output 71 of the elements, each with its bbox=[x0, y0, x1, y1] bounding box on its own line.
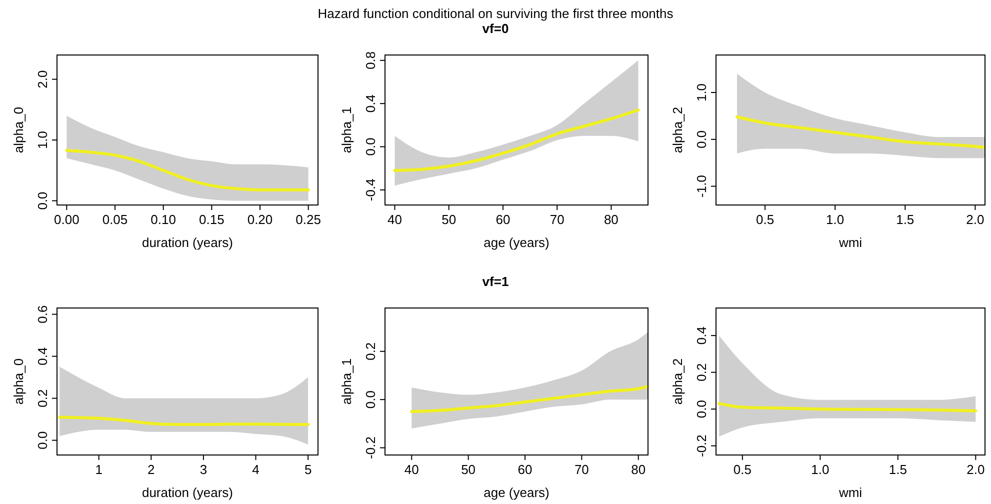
x-tick-label: 60 bbox=[518, 462, 532, 477]
x-tick-label: 50 bbox=[461, 462, 476, 477]
y-tick-label: 0.0 bbox=[35, 192, 50, 210]
y-axis-title: alpha_1 bbox=[339, 106, 354, 154]
x-tick-label: 0.5 bbox=[733, 462, 752, 477]
x-axis-title: wmi bbox=[838, 485, 862, 500]
x-tick-label: 80 bbox=[631, 462, 646, 477]
y-tick-label: -0.2 bbox=[694, 434, 709, 458]
line-series bbox=[393, 108, 640, 172]
y-tick-label: 0.4 bbox=[694, 326, 709, 345]
y-tick-label: 0.4 bbox=[35, 347, 50, 366]
y-tick-label: 0.0 bbox=[694, 400, 709, 418]
y-axis-title: alpha_0 bbox=[11, 106, 26, 154]
line-series bbox=[65, 148, 310, 192]
x-tick-label: 50 bbox=[442, 212, 456, 227]
x-tick-label: 0.5 bbox=[756, 212, 774, 227]
y-tick-label: 0.0 bbox=[694, 130, 709, 148]
y-tick-label: 1.0 bbox=[35, 130, 50, 150]
y-tick-label: 0.2 bbox=[35, 389, 50, 408]
line-series bbox=[58, 416, 310, 426]
chart-subtitle: vf=0 bbox=[482, 21, 509, 36]
y-tick-label: 2.0 bbox=[35, 70, 50, 88]
x-tick-label: 40 bbox=[404, 462, 419, 477]
y-tick-label: -0.2 bbox=[363, 436, 378, 459]
x-tick-label: 1.0 bbox=[811, 462, 830, 477]
line-series bbox=[736, 115, 985, 149]
x-tick-label: 5 bbox=[304, 462, 312, 477]
x-axis-title: wmi bbox=[838, 235, 862, 250]
x-tick-label: 60 bbox=[496, 212, 510, 227]
chart-title: Hazard function conditional on surviving the first three months bbox=[318, 6, 674, 21]
x-tick-label: 1.0 bbox=[826, 212, 844, 227]
x-axis-title: duration (years) bbox=[142, 235, 234, 250]
x-tick-label: 0.20 bbox=[247, 212, 273, 227]
chart-subtitle: vf=1 bbox=[482, 274, 509, 289]
x-tick-label: 4 bbox=[252, 462, 260, 477]
x-tick-label: 0.10 bbox=[150, 212, 176, 227]
y-tick-label: 0.8 bbox=[363, 51, 378, 70]
x-axis-title: duration (years) bbox=[142, 485, 234, 500]
y-tick-label: 0.2 bbox=[363, 342, 378, 360]
y-axis-title: alpha_1 bbox=[339, 358, 354, 405]
x-tick-label: 0.00 bbox=[54, 212, 80, 227]
x-tick-label: 2.0 bbox=[966, 212, 984, 227]
x-tick-label: 2 bbox=[148, 462, 155, 477]
x-axis-title: age (years) bbox=[484, 235, 550, 250]
x-tick-label: 2.0 bbox=[966, 462, 985, 477]
y-axis-title: alpha_0 bbox=[11, 358, 26, 405]
x-tick-label: 0.25 bbox=[296, 212, 321, 227]
x-tick-label: 3 bbox=[200, 462, 208, 477]
x-axis-title: age (years) bbox=[484, 485, 550, 500]
x-tick-label: 0.05 bbox=[102, 212, 128, 227]
y-tick-label: 1.0 bbox=[694, 83, 709, 102]
x-tick-label: 80 bbox=[604, 212, 618, 227]
y-tick-label: 0.0 bbox=[35, 431, 50, 450]
y-tick-label: 0.6 bbox=[35, 305, 50, 324]
line-series bbox=[410, 384, 648, 414]
y-tick-label: 0.0 bbox=[363, 390, 378, 409]
y-tick-label: 0.2 bbox=[694, 363, 709, 382]
y-axis-title: alpha_2 bbox=[670, 106, 685, 154]
x-tick-label: 40 bbox=[388, 212, 402, 227]
x-tick-label: 1.5 bbox=[888, 462, 907, 477]
line-series bbox=[718, 402, 978, 412]
x-tick-label: 1.5 bbox=[896, 212, 914, 227]
x-tick-label: 1 bbox=[95, 462, 102, 477]
x-tick-label: 0.15 bbox=[199, 212, 224, 227]
y-tick-label: -1.0 bbox=[694, 175, 709, 198]
y-tick-label: -0.4 bbox=[363, 178, 378, 202]
x-tick-label: 70 bbox=[550, 212, 564, 227]
y-tick-label: 0.0 bbox=[363, 138, 378, 156]
y-tick-label: 0.4 bbox=[363, 94, 378, 113]
x-tick-label: 70 bbox=[574, 462, 589, 477]
y-axis-title: alpha_2 bbox=[670, 358, 685, 405]
